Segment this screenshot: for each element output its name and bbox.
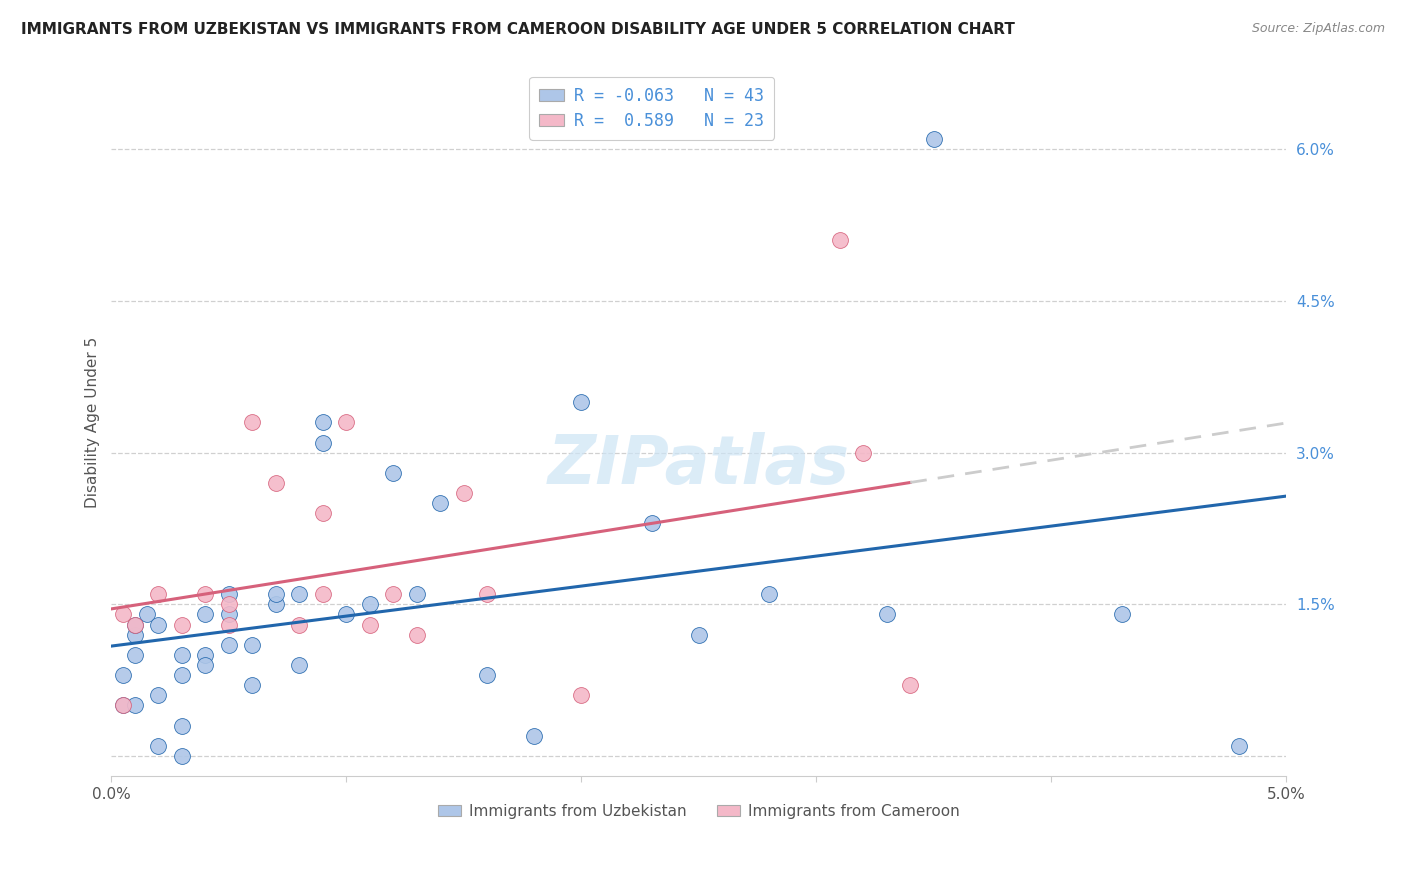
Point: [359, 597, 381, 611]
Legend: Immigrants from Uzbekistan, Immigrants from Cameroon: Immigrants from Uzbekistan, Immigrants f…: [432, 798, 966, 825]
Point: [382, 587, 405, 601]
Point: [264, 597, 287, 611]
Point: [922, 132, 945, 146]
Text: ZIPatlas: ZIPatlas: [548, 432, 849, 498]
Text: IMMIGRANTS FROM UZBEKISTAN VS IMMIGRANTS FROM CAMEROON DISABILITY AGE UNDER 5 CO: IMMIGRANTS FROM UZBEKISTAN VS IMMIGRANTS…: [21, 22, 1015, 37]
Point: [312, 587, 335, 601]
Point: [170, 718, 193, 732]
Point: [170, 617, 193, 632]
Point: [112, 698, 135, 713]
Point: [641, 516, 664, 531]
Point: [335, 607, 357, 622]
Point: [194, 607, 217, 622]
Point: [359, 617, 381, 632]
Point: [898, 678, 921, 692]
Point: [124, 627, 146, 641]
Point: [124, 648, 146, 662]
Point: [112, 698, 135, 713]
Point: [264, 587, 287, 601]
Point: [218, 617, 240, 632]
Point: [148, 688, 170, 702]
Point: [148, 617, 170, 632]
Point: [312, 415, 335, 429]
Point: [170, 748, 193, 763]
Point: [112, 668, 135, 682]
Point: [569, 688, 592, 702]
Point: [242, 638, 264, 652]
Point: [758, 587, 780, 601]
Point: [335, 415, 357, 429]
Point: [148, 739, 170, 753]
Point: [405, 587, 427, 601]
Point: [1111, 607, 1133, 622]
Point: [1227, 739, 1250, 753]
Point: [124, 698, 146, 713]
Point: [523, 729, 546, 743]
Point: [876, 607, 898, 622]
Point: [312, 506, 335, 520]
Point: [170, 648, 193, 662]
Point: [194, 587, 217, 601]
Point: [218, 638, 240, 652]
Point: [477, 587, 499, 601]
Point: [429, 496, 451, 510]
Point: [148, 587, 170, 601]
Point: [264, 475, 287, 490]
Point: [194, 657, 217, 672]
Point: [453, 486, 475, 500]
Point: [569, 395, 592, 409]
Point: [242, 415, 264, 429]
Point: [124, 617, 146, 632]
Point: [312, 435, 335, 450]
Point: [194, 648, 217, 662]
Point: [135, 607, 157, 622]
Point: [288, 657, 311, 672]
Point: [382, 466, 405, 480]
Point: [852, 445, 875, 459]
Y-axis label: Disability Age Under 5: Disability Age Under 5: [86, 336, 100, 508]
Point: [170, 668, 193, 682]
Point: [288, 587, 311, 601]
Point: [477, 668, 499, 682]
Point: [218, 597, 240, 611]
Point: [242, 678, 264, 692]
Point: [218, 587, 240, 601]
Point: [405, 627, 427, 641]
Point: [688, 627, 710, 641]
Point: [112, 607, 135, 622]
Point: [828, 233, 851, 247]
Point: [124, 617, 146, 632]
Point: [288, 617, 311, 632]
Point: [218, 607, 240, 622]
Text: Source: ZipAtlas.com: Source: ZipAtlas.com: [1251, 22, 1385, 36]
